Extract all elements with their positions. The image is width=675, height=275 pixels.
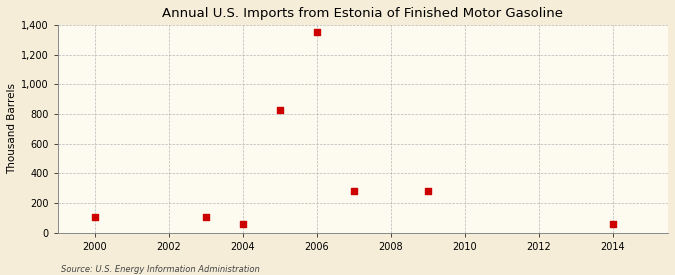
Point — [348, 189, 359, 194]
Point — [238, 221, 248, 226]
Title: Annual U.S. Imports from Estonia of Finished Motor Gasoline: Annual U.S. Imports from Estonia of Fini… — [163, 7, 564, 20]
Point — [608, 222, 618, 227]
Point — [423, 189, 433, 194]
Point — [90, 215, 101, 219]
Point — [274, 108, 285, 112]
Y-axis label: Thousand Barrels: Thousand Barrels — [7, 83, 17, 174]
Text: Source: U.S. Energy Information Administration: Source: U.S. Energy Information Administ… — [61, 265, 259, 274]
Point — [200, 215, 211, 219]
Point — [311, 30, 322, 34]
